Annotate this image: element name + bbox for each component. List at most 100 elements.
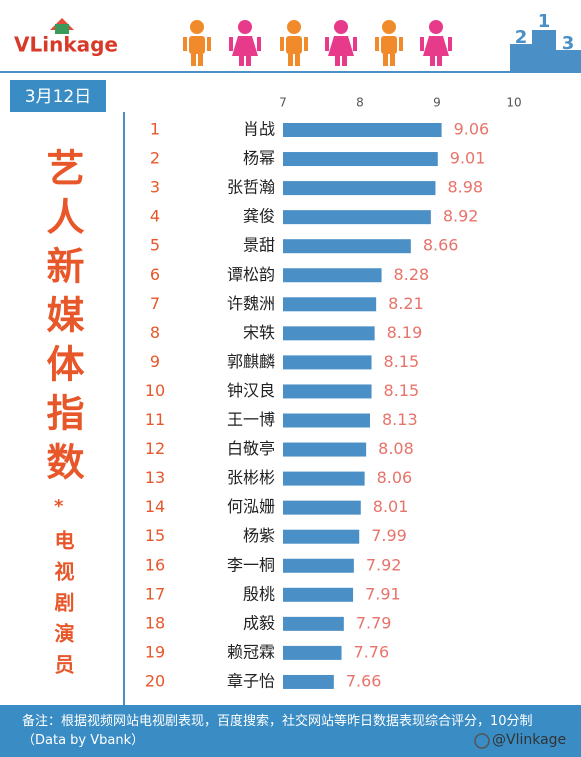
side-title: 艺人新媒体指数 <box>40 148 84 491</box>
bar <box>283 326 375 341</box>
bar <box>283 645 342 660</box>
category-label: 谭松韵 <box>227 265 275 284</box>
note-mark: * <box>54 496 64 517</box>
value-label: 8.01 <box>373 497 409 516</box>
bar <box>283 152 438 167</box>
side-subtitle: 电视剧演员 <box>51 530 75 685</box>
rank: 9 <box>150 352 160 371</box>
bar <box>283 587 354 602</box>
value-label: 8.21 <box>388 294 424 313</box>
rank: 7 <box>150 294 160 313</box>
bar <box>283 239 411 254</box>
category-label: 白敬亭 <box>227 439 275 458</box>
category-label: 肖战 <box>243 120 275 139</box>
podium <box>510 30 581 72</box>
value-label: 7.79 <box>356 613 392 632</box>
weibo-icon <box>474 733 490 749</box>
people-icons <box>183 20 452 66</box>
bar <box>283 413 371 428</box>
rank: 8 <box>150 323 160 342</box>
date: 3月12日 <box>25 87 91 107</box>
bar <box>283 616 344 631</box>
category-label: 钟汉良 <box>227 381 275 400</box>
category-label: 殷桃 <box>243 584 275 603</box>
category-label: 杨紫 <box>243 526 275 545</box>
rank: 6 <box>150 265 160 284</box>
bar <box>283 210 431 225</box>
rank: 2 <box>150 149 160 168</box>
category-label: 王一博 <box>227 410 275 429</box>
bar <box>283 384 372 399</box>
rank: 1 <box>150 120 160 139</box>
rank: 3 <box>150 178 160 197</box>
podium-number: 1 <box>538 11 551 32</box>
date-box <box>10 80 106 112</box>
rank: 11 <box>145 410 165 429</box>
rank: 5 <box>150 236 160 255</box>
rank: 10 <box>145 381 165 400</box>
value-label: 8.19 <box>387 323 423 342</box>
footer-source: @Vlinkage <box>492 732 567 748</box>
value-label: 8.13 <box>382 410 418 429</box>
x-tick-label: 7 <box>279 96 287 110</box>
category-label: 郭麒麟 <box>227 352 275 371</box>
category-label: 章子怡 <box>227 671 275 690</box>
value-label: 8.66 <box>423 236 459 255</box>
bar <box>283 529 360 544</box>
bar <box>283 123 442 137</box>
category-label: 李一桐 <box>227 555 275 574</box>
bar <box>283 355 372 370</box>
rank: 12 <box>145 439 165 458</box>
rank: 15 <box>145 526 165 545</box>
logo: VLinkage <box>14 33 118 57</box>
bar <box>283 297 377 312</box>
value-label: 8.28 <box>394 265 430 284</box>
rank: 16 <box>145 555 165 574</box>
rank: 18 <box>145 613 165 632</box>
logo-icon <box>55 24 69 34</box>
category-label: 龚俊 <box>243 207 275 226</box>
bar <box>283 558 354 573</box>
footer-note: 备注：根据视频网站电视剧表现，百度搜索，社交网站等昨日数据表现综合评分，10分制… <box>22 714 533 748</box>
value-label: 9.01 <box>450 149 486 168</box>
rank: 4 <box>150 207 160 226</box>
category-label: 张哲瀚 <box>227 178 275 197</box>
value-label: 9.06 <box>454 120 490 139</box>
value-label: 7.66 <box>346 671 382 690</box>
category-label: 何泓姗 <box>227 497 275 516</box>
value-label: 7.91 <box>365 584 401 603</box>
bar <box>283 442 367 457</box>
value-label: 8.98 <box>447 178 483 197</box>
x-tick-label: 10 <box>506 96 521 110</box>
category-label: 张彬彬 <box>227 468 275 487</box>
category-label: 赖冠霖 <box>227 642 275 661</box>
bar <box>283 181 436 196</box>
rank: 13 <box>145 468 165 487</box>
category-label: 杨幂 <box>243 149 275 168</box>
podium-number: 3 <box>562 33 575 54</box>
bar <box>283 500 361 515</box>
value-label: 8.15 <box>384 352 420 371</box>
rank: 17 <box>145 584 165 603</box>
bar <box>283 268 382 283</box>
value-label: 8.15 <box>384 381 420 400</box>
value-label: 8.06 <box>377 468 413 487</box>
rank: 19 <box>145 642 165 661</box>
category-label: 成毅 <box>243 613 275 632</box>
x-tick-label: 9 <box>433 96 441 110</box>
bar <box>283 674 334 689</box>
value-label: 8.08 <box>378 439 414 458</box>
value-label: 7.99 <box>371 526 407 545</box>
value-label: 8.92 <box>443 207 479 226</box>
category-label: 景甜 <box>243 236 275 255</box>
rank: 14 <box>145 497 165 516</box>
value-label: 7.76 <box>354 642 390 661</box>
x-tick-label: 8 <box>356 96 364 110</box>
rank: 20 <box>145 671 165 690</box>
category-label: 许魏洲 <box>227 294 275 313</box>
podium-number: 2 <box>515 27 528 48</box>
value-label: 7.92 <box>366 555 402 574</box>
bar <box>283 471 365 486</box>
